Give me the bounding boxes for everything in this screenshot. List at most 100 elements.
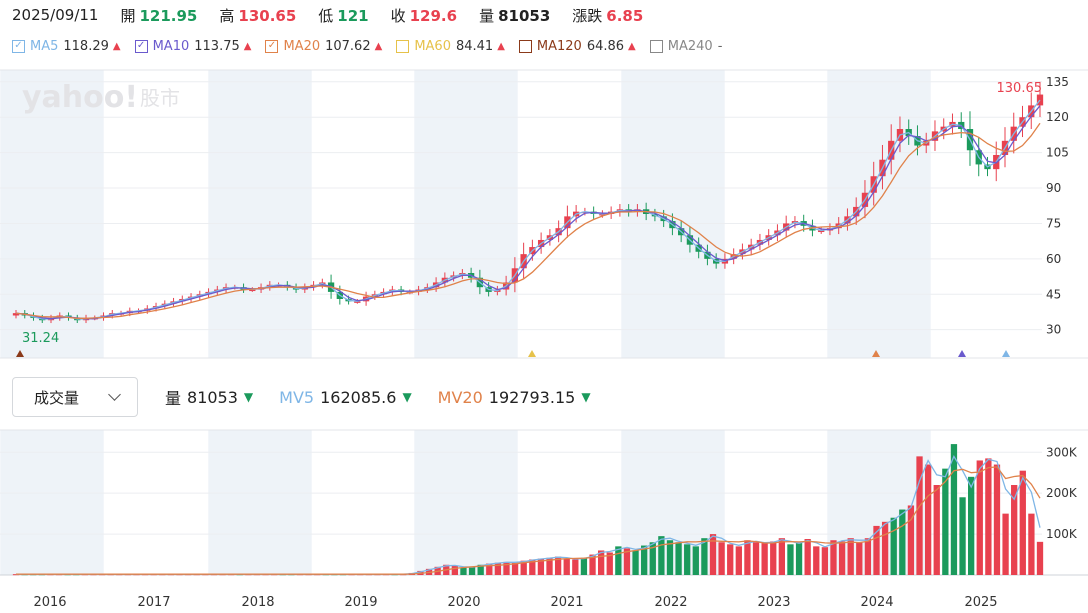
volume-bar <box>546 557 553 575</box>
volume-legend-name: MV20 <box>437 387 483 407</box>
volume-legend-name: MV5 <box>279 387 315 407</box>
moving-average-legend: ✓ MA5 118.29 ▲ ✓ MA10 113.75 ▲ ✓ MA20 107.62 ▲ MA60 8… <box>12 36 736 56</box>
max-price-label: 130.65 <box>997 81 1043 96</box>
volume-bar <box>701 538 708 575</box>
ma-value: 113.75 <box>194 38 240 54</box>
trend-down-icon: ▼ <box>243 390 254 404</box>
year-label: 2017 <box>137 595 170 610</box>
volume-bar <box>933 485 940 575</box>
volume-bar <box>632 550 639 575</box>
candle-body <box>12 313 20 316</box>
volume-bar <box>950 444 958 575</box>
year-label: 2024 <box>860 595 893 610</box>
volume-bar <box>1011 485 1018 575</box>
ma-legend-item-ma120[interactable]: MA120 64.86 ▲ <box>518 38 636 54</box>
ma-legend-item-ma240[interactable]: MA240- <box>649 39 722 54</box>
ma-legend-item-ma5[interactable]: ✓ MA5 118.29 ▲ <box>12 39 121 54</box>
volume-bar <box>881 521 889 575</box>
low-label: 低 <box>318 6 334 25</box>
checkbox-checked-icon[interactable]: ✓ <box>12 39 25 53</box>
year-band <box>0 430 104 575</box>
checkbox-unchecked-icon[interactable] <box>649 39 663 53</box>
year-band <box>0 70 104 358</box>
volume-bar <box>563 558 570 575</box>
yahoo-logo-suffix: 股市 <box>140 86 180 110</box>
min-price-label: 31.24 <box>22 331 59 346</box>
year-band <box>208 70 312 358</box>
volume-bar <box>529 559 536 575</box>
candle-body <box>581 211 589 214</box>
ma20-line <box>15 122 1041 319</box>
volume-label: 量 <box>479 6 495 25</box>
volume-bar <box>899 509 906 575</box>
price-tick-label: 60 <box>1046 252 1061 266</box>
volume-bar <box>985 458 992 575</box>
event-marker-icon <box>1002 350 1010 357</box>
volume-bar <box>649 542 656 575</box>
checkbox-unchecked-icon[interactable] <box>396 39 410 53</box>
candle-body <box>599 214 606 216</box>
trend-down-icon: ▼ <box>402 390 412 404</box>
price-tick-label: 75 <box>1046 216 1061 230</box>
change-label: 漲跌 <box>572 6 603 25</box>
yahoo-logo: yahoo! <box>22 80 138 115</box>
indicator-dropdown[interactable]: 成交量 <box>12 377 138 417</box>
year-label: 2018 <box>241 595 274 610</box>
volume-legend-name: 量 <box>165 389 182 408</box>
volume-bar <box>1028 513 1035 575</box>
volume-bar <box>804 539 811 575</box>
volume-legend-value: 162085.6 <box>320 387 397 407</box>
trend-up-icon: ▲ <box>374 40 383 52</box>
close-value: 129.6 <box>409 6 458 25</box>
volume-bar <box>864 538 872 575</box>
checkbox-checked-icon[interactable]: ✓ <box>265 39 279 53</box>
volume-bar <box>597 550 605 575</box>
candle-body <box>354 301 361 303</box>
volume-bar <box>924 464 932 575</box>
volume-bar <box>494 562 502 575</box>
candle-body <box>1036 94 1044 106</box>
volume-bar <box>460 567 467 575</box>
year-band <box>621 70 725 358</box>
high-value: 130.65 <box>238 6 297 25</box>
year-label: 2019 <box>344 595 377 610</box>
trend-up-icon: ▲ <box>112 40 121 52</box>
volume-bar <box>580 557 588 575</box>
volume-bar <box>795 542 803 575</box>
mv20-line <box>16 466 1041 575</box>
volume-bar <box>537 558 545 575</box>
volume-bar <box>856 542 863 575</box>
close-label: 收 <box>390 6 406 25</box>
volume-bar <box>993 464 1001 575</box>
volume-bar <box>976 460 983 575</box>
volume-bar <box>589 554 596 575</box>
year-label: 2022 <box>654 595 687 610</box>
volume-tick-label: 200K <box>1046 486 1078 500</box>
ma-legend-item-ma60[interactable]: MA60 84.41 ▲ <box>396 39 505 54</box>
ma-value: 64.86 <box>586 38 625 54</box>
candle-body <box>818 230 825 233</box>
volume-bar <box>511 562 519 575</box>
volume-bar <box>744 540 751 575</box>
checkbox-checked-icon[interactable]: ✓ <box>134 39 148 53</box>
year-label: 2021 <box>550 595 583 610</box>
volume-value: 81053 <box>498 6 551 25</box>
event-marker-icon <box>16 350 24 357</box>
volume-bar <box>916 456 923 575</box>
volume-bar <box>770 541 777 575</box>
year-label: 2025 <box>964 595 997 610</box>
ma-legend-item-ma10[interactable]: ✓ MA10 113.75 ▲ <box>134 38 251 54</box>
ma-name: MA120 <box>536 38 582 54</box>
volume-bar <box>1036 541 1044 575</box>
price-tick-label: 120 <box>1046 110 1069 124</box>
indicator-dropdown-label: 成交量 <box>34 388 80 407</box>
low-value: 121 <box>337 6 369 25</box>
high-label: 高 <box>219 6 235 25</box>
event-marker-icon <box>528 350 536 357</box>
volume-legend-item: 量 81053 ▼ <box>165 385 253 409</box>
volume-bar <box>942 468 949 575</box>
year-band <box>414 430 518 575</box>
checkbox-unchecked-icon[interactable] <box>518 39 532 53</box>
ma-legend-item-ma20[interactable]: ✓ MA20 107.62 ▲ <box>265 39 382 54</box>
